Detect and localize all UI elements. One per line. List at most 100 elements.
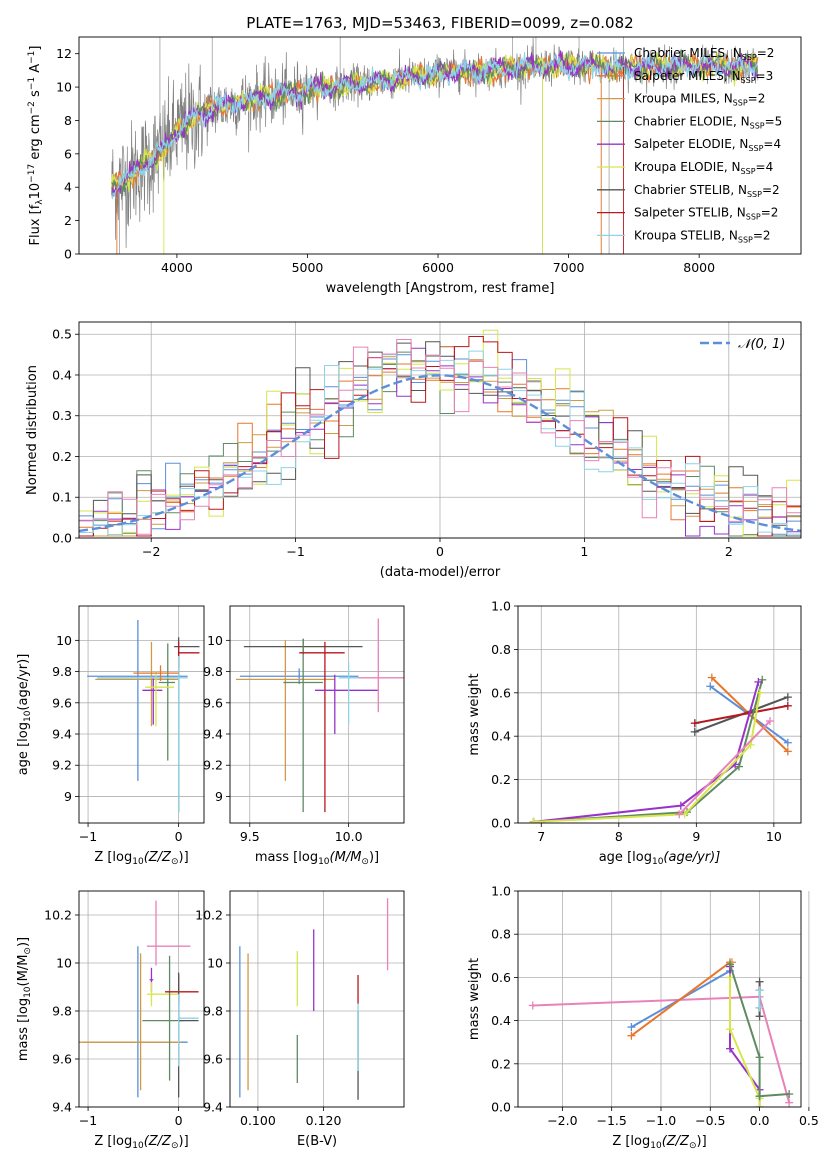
y-tick-label: 10: [56, 80, 72, 95]
y-tick-label: 0.5: [52, 327, 72, 342]
y-tick-label: 0.3: [52, 408, 72, 423]
x-tick-label: −1.0: [646, 1113, 676, 1128]
series-line: [533, 692, 761, 823]
mass-weight-series: [529, 688, 764, 823]
series-marker: [528, 1001, 537, 1010]
x-tick-label: 9: [692, 829, 700, 844]
y-tick-label: 10: [207, 956, 223, 971]
series-marker: [726, 973, 735, 982]
x-tick-label: 4000: [161, 260, 193, 275]
x-tick-label: −1: [79, 1113, 97, 1128]
y-tick-label: 0.8: [491, 927, 511, 942]
series-marker: [755, 1092, 764, 1101]
mass-weight-series: [675, 717, 774, 819]
y-tick-label: 10: [207, 633, 223, 648]
x-tick-label: −1.5: [596, 1113, 626, 1128]
x-axis-label: Z [log10(Z/Z⊙)]: [612, 1134, 706, 1151]
errorbar-point: [239, 668, 359, 685]
errorbar-point: [235, 640, 335, 781]
y-axis-label: mass weight: [467, 958, 482, 1040]
errorbar-point: [97, 655, 188, 813]
y-tick-label: 4: [64, 180, 72, 195]
residuals-axes: −2 −1 0 1 2 0.0 0.1 0.2 0.3 0.4 0.5 𝒩(0, 1) (data-mo…: [25, 321, 802, 580]
residuals-legend: 𝒩(0, 1): [700, 337, 785, 352]
series-marker: [755, 1012, 764, 1021]
series-marker: [676, 801, 685, 810]
y-axis-label: mass [log10(M/M⊙)]: [16, 937, 33, 1061]
mass-weight-series: [726, 962, 764, 1107]
series-marker: [783, 701, 792, 710]
x-tick-label: 1: [580, 544, 588, 559]
errorbar-point: [95, 641, 179, 727]
x-tick-label: 0.0: [750, 1113, 770, 1128]
mass-weight-series: [726, 960, 794, 1101]
x-tick-label: 6000: [422, 260, 454, 275]
x-tick-label: 0: [436, 544, 444, 559]
y-tick-label: 0.0: [491, 816, 511, 831]
series-marker: [755, 1003, 764, 1012]
series-marker: [755, 1103, 764, 1107]
y-tick-label: 9.4: [203, 727, 223, 742]
y-tick-label: 0.2: [52, 449, 72, 464]
legend-label: Kroupa ELODIE, NSSP=4: [634, 160, 773, 176]
series-line: [694, 704, 788, 725]
legend-label: Salpeter MILES, NSSP=3: [634, 69, 773, 85]
x-axis-label: age [log10(age/yr)]: [599, 850, 721, 867]
y-tick-label: 0.8: [491, 642, 511, 657]
x-tick-label: 10: [766, 829, 782, 844]
series-line: [630, 961, 731, 1037]
series-marker: [754, 677, 763, 686]
y-tick-label: 2: [64, 213, 72, 228]
errorbar-point: [174, 637, 200, 813]
age-vs-mass-plot-area: [235, 618, 404, 813]
errorbar-point: [158, 643, 176, 761]
axes-frame: [78, 36, 802, 255]
series-marker: [726, 1025, 735, 1034]
series-marker: [529, 817, 538, 823]
x-tick-label: 0.120: [306, 1113, 342, 1128]
y-axis-label: Normed distribution: [25, 365, 40, 495]
y-tick-label: 9.6: [52, 695, 72, 710]
y-tick-label: 8: [64, 113, 72, 128]
series-line: [729, 977, 761, 1107]
y-tick-label: 0.6: [491, 970, 511, 985]
y-tick-label: 9.4: [203, 1100, 223, 1115]
legend-label: Kroupa MILES, NSSP=2: [634, 92, 765, 108]
errorbar-point: [145, 671, 175, 727]
errorbar-point: [177, 641, 200, 669]
series-marker: [755, 1053, 764, 1062]
x-axis-label: (data-model)/error: [380, 565, 501, 580]
x-tick-label: −1: [79, 829, 97, 844]
y-tick-label: 9.8: [52, 1004, 72, 1019]
massweight-vs-Z-plot-area: [528, 958, 794, 1107]
y-tick-label: 0.0: [491, 1100, 511, 1115]
legend-label: 𝒩(0, 1): [738, 337, 785, 352]
series-line: [729, 964, 790, 1098]
mass-weight-series: [529, 675, 767, 823]
series-marker: [783, 693, 792, 702]
series-marker: [783, 747, 792, 756]
x-tick-label: 0.100: [240, 1113, 276, 1128]
errorbar-point: [146, 982, 179, 1007]
series-marker: [785, 1090, 794, 1099]
mass-weight-series: [690, 701, 792, 728]
x-axis-label: E(B-V): [297, 1134, 337, 1149]
age-vs-Z-plot-area: [87, 620, 200, 813]
series-marker: [675, 810, 684, 819]
legend-label: Salpeter ELODIE, NSSP=4: [634, 137, 781, 153]
errorbar-point: [83, 946, 188, 1098]
x-tick-label: −2.0: [547, 1113, 577, 1128]
y-tick-label: 9.6: [203, 1052, 223, 1067]
y-tick-label: 9.4: [52, 727, 72, 742]
y-tick-label: 0.1: [52, 490, 72, 505]
y-tick-label: 9.6: [52, 1052, 72, 1067]
axes-frame: [517, 890, 802, 1108]
errorbar-point: [315, 674, 379, 735]
residuals-plot-area: [79, 329, 801, 537]
x-tick-label: 0: [175, 1113, 183, 1128]
legend-label: Kroupa STELIB, NSSP=2: [634, 228, 771, 244]
y-tick-label: 0.6: [491, 685, 511, 700]
legend-label: Chabrier ELODIE, NSSP=5: [634, 114, 782, 130]
series-marker: [783, 738, 792, 747]
